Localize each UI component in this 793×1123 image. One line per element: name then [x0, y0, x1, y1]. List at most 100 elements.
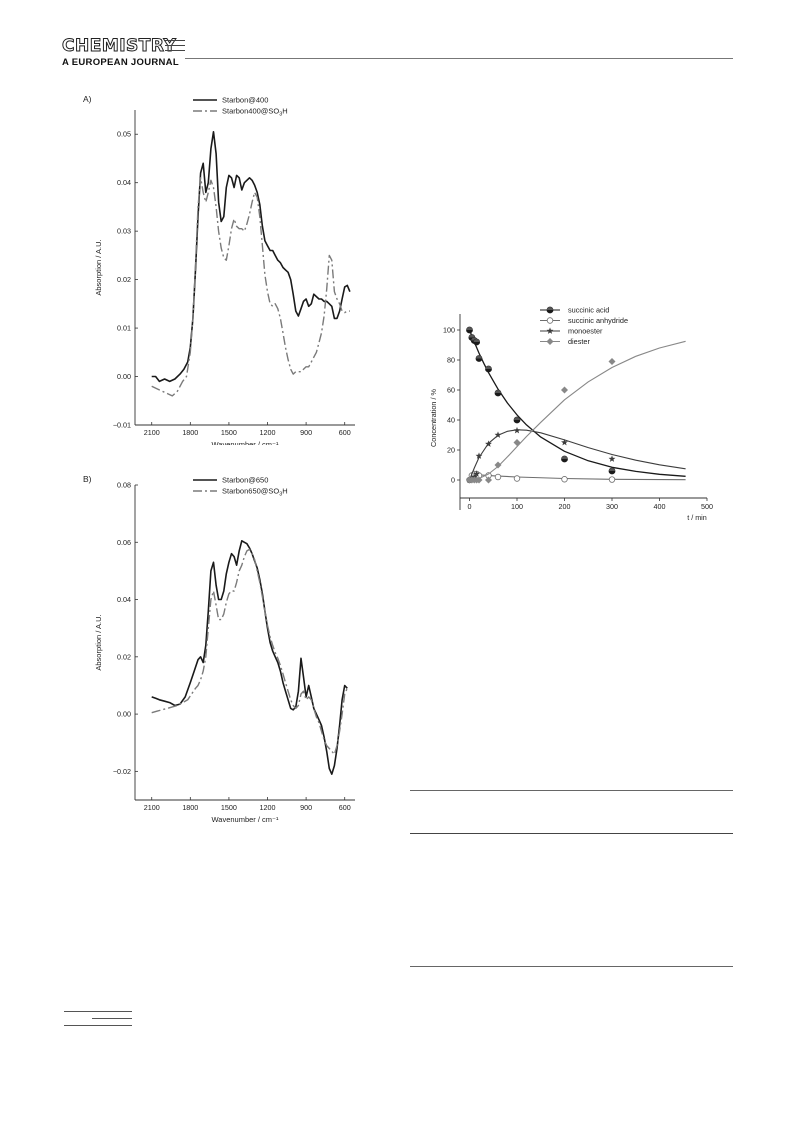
y-tick-label: 0.01: [117, 324, 131, 333]
table-top-rule: [410, 790, 733, 791]
y-tick-label: 0.05: [117, 130, 131, 139]
legend-marker: [546, 317, 554, 324]
y-tick-label: 0.08: [117, 481, 131, 490]
legend-label: succinic anhydride: [568, 316, 628, 325]
marker-fill-top: [495, 390, 501, 393]
legend-label: diester: [568, 337, 590, 346]
data-point: [485, 365, 492, 373]
ftir-chart-panel-b: B) −0.02 0.00 0.02 0.04 0.06 0.08 2100 1800 1500 1…: [83, 474, 355, 824]
data-point: [561, 386, 568, 394]
marker-fill-top: [609, 468, 615, 471]
marker-fill: [495, 393, 501, 396]
x-tick-label: 100: [511, 502, 523, 511]
legend-label: Starbon@650: [222, 476, 268, 485]
legend-marker: [546, 327, 554, 334]
data-point: [466, 326, 473, 334]
data-point: [475, 476, 483, 484]
x-tick-label: 1200: [260, 803, 276, 812]
panel-label: B): [83, 474, 92, 484]
data-point: [485, 476, 492, 484]
data-point: [475, 452, 483, 459]
marker-fill-top: [514, 417, 520, 420]
marker-fill: [476, 358, 482, 362]
y-tick-label: 20: [447, 446, 455, 455]
data-point: [561, 438, 568, 446]
table-bottom-rule: [410, 966, 733, 967]
series-line: [151, 131, 351, 383]
marker-fill-top: [485, 366, 492, 369]
x-tick-label: 1500: [221, 428, 237, 437]
y-tick-label: −0.02: [113, 767, 131, 776]
marker-fill: [561, 459, 568, 462]
data-point: [608, 476, 616, 483]
y-tick-label: 80: [447, 356, 455, 365]
kinetics-chart: 0 20 40 60 80 100 0 100 200 300 400 500 t / min Conce…: [429, 306, 713, 522]
x-axis-label: t / min: [687, 513, 707, 522]
y-tick-label: 0: [451, 476, 455, 485]
journal-logo: CHEMISTRY A EUROPEAN JOURNAL: [61, 36, 187, 69]
footnote-rule-1: [64, 1011, 132, 1012]
marker-fill: [547, 310, 553, 313]
x-tick-label: 2100: [144, 803, 160, 812]
legend-label: Starbon650@SO3H: [222, 487, 288, 498]
legend-label-name: Starbon@650: [222, 476, 268, 485]
y-tick-label: 0.03: [117, 227, 131, 236]
data-point: [561, 455, 568, 463]
marker-fill-top: [473, 339, 480, 342]
data-point: [494, 461, 502, 469]
y-tick-label: 40: [447, 416, 455, 425]
marker-fill: [466, 330, 473, 333]
x-tick-label: 900: [300, 428, 312, 437]
x-tick-label: 2100: [144, 428, 160, 437]
logo-lines-decoration: [165, 40, 185, 55]
data-point: [494, 473, 502, 481]
y-tick-label: 0.04: [117, 178, 131, 187]
journal-subtitle: A EUROPEAN JOURNAL: [62, 57, 179, 68]
marker-fill-top: [466, 327, 473, 330]
marker-fill-top: [561, 456, 568, 459]
legend-marker: [546, 306, 554, 314]
footnote-rule-2: [92, 1018, 132, 1019]
legend-label: monoester: [568, 327, 603, 336]
legend-marker: [546, 338, 554, 345]
x-tick-label: 500: [701, 502, 713, 511]
y-tick-label: 0.00: [117, 372, 131, 381]
legend-label-subscript: 3: [279, 492, 282, 498]
data-point: [513, 426, 521, 434]
data-point: [608, 358, 616, 365]
y-tick-label: 0.02: [117, 275, 131, 284]
x-tick-label: 600: [339, 428, 351, 437]
data-point: [494, 389, 502, 397]
legend-label: succinic acid: [568, 306, 609, 315]
x-tick-label: 1500: [221, 803, 237, 812]
legend-label-tail: H: [282, 107, 287, 116]
x-tick-label: 1800: [182, 428, 198, 437]
x-tick-label: 300: [606, 502, 618, 511]
legend-label-name: Starbon650@SO: [222, 487, 279, 496]
journal-logo-word: CHEMISTRY: [61, 36, 177, 56]
legend-label-tail: H: [282, 487, 287, 496]
series-line: [151, 177, 350, 397]
data-point: [473, 470, 481, 477]
x-axis-label: Wavenumber / cm⁻¹: [211, 440, 279, 445]
x-tick-label: 1200: [260, 428, 276, 437]
marker-fill-top: [476, 355, 482, 359]
x-tick-label: 1800: [182, 803, 198, 812]
data-point: [475, 355, 483, 362]
legend-label-subscript: 3: [279, 112, 282, 118]
data-point: [608, 455, 616, 462]
legend-label-name: Starbon400@SO: [222, 107, 279, 116]
data-point: [485, 440, 492, 447]
data-point: [608, 467, 616, 475]
data-point: [494, 431, 502, 438]
series-line: [151, 540, 348, 775]
legend-label: Starbon400@SO3H: [222, 107, 288, 118]
legend-label: Starbon@400: [222, 96, 268, 105]
marker-fill-top: [468, 334, 475, 338]
marker-fill: [485, 369, 492, 372]
x-axis-label: Wavenumber / cm⁻¹: [211, 815, 279, 824]
data-point: [473, 338, 481, 346]
legend-label-name: Starbon@400: [222, 96, 268, 105]
marker-fill: [473, 342, 480, 345]
y-axis-label: Absorption / A.U.: [94, 239, 103, 295]
